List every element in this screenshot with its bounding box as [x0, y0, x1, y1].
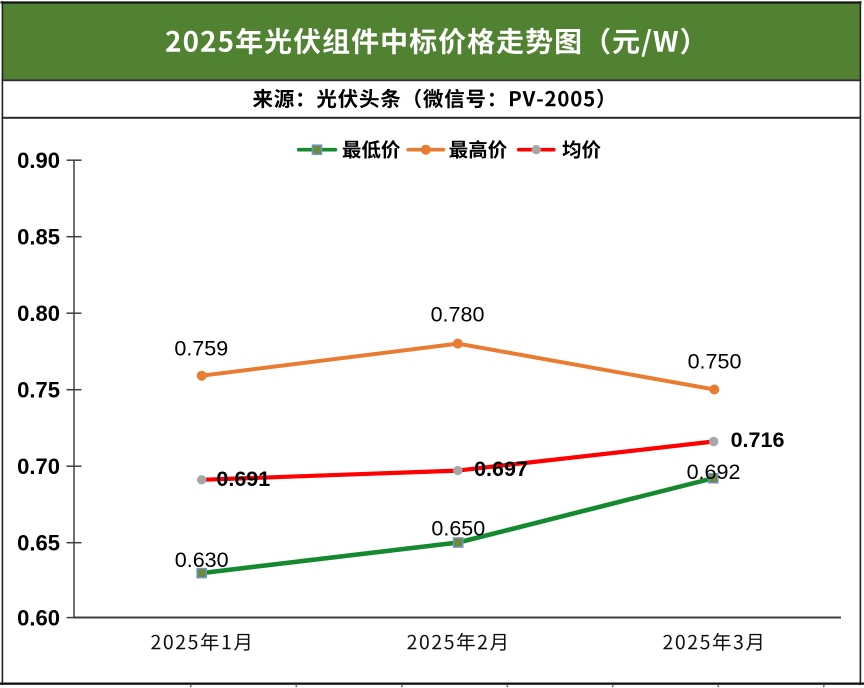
- svg-text:0.692: 0.692: [687, 460, 741, 484]
- svg-text:0.716: 0.716: [731, 428, 785, 452]
- svg-text:0.759: 0.759: [174, 336, 228, 360]
- svg-text:0.80: 0.80: [17, 301, 60, 326]
- svg-text:0.780: 0.780: [431, 303, 485, 327]
- svg-text:0.697: 0.697: [474, 457, 528, 481]
- svg-text:0.60: 0.60: [17, 606, 60, 631]
- svg-text:0.750: 0.750: [688, 349, 742, 373]
- svg-text:0.70: 0.70: [17, 454, 60, 479]
- svg-text:0.630: 0.630: [175, 548, 229, 572]
- svg-text:0.650: 0.650: [431, 517, 485, 541]
- svg-text:0.691: 0.691: [216, 467, 270, 491]
- svg-text:0.75: 0.75: [17, 378, 60, 403]
- svg-text:0.85: 0.85: [17, 225, 60, 250]
- svg-text:0.65: 0.65: [17, 531, 60, 556]
- svg-text:0.90: 0.90: [17, 148, 60, 173]
